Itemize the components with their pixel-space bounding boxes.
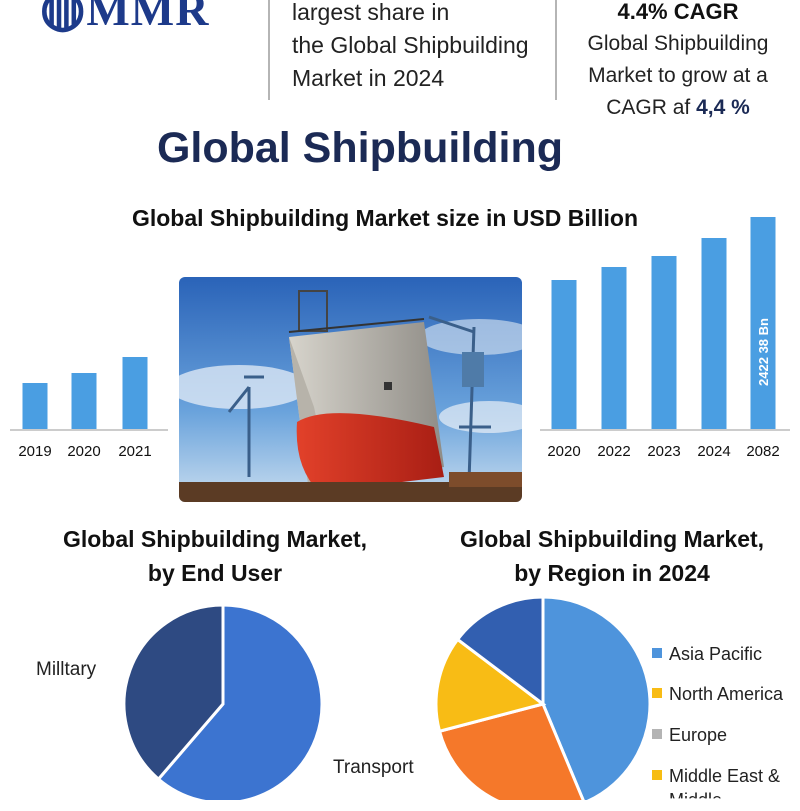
pie-label-military: Milltary: [36, 659, 97, 680]
bar-2021: [122, 357, 148, 429]
market-share-line-3: Market in 2024: [292, 65, 445, 91]
legend-label: Europe: [669, 725, 728, 745]
legend-item-asia-pacific: Asia Pacific: [652, 644, 762, 665]
cagr-heading: 4.4% CAGR: [617, 0, 739, 24]
legend-item-europe: Europe: [652, 725, 727, 746]
bar-2020: [71, 373, 97, 429]
legend-swatch: [652, 729, 662, 740]
bar-tick-label: 2019: [18, 443, 51, 460]
legend-item-middle-east: Middle East &: [652, 766, 780, 787]
cagr-line-3-value: 4,4 %: [696, 96, 750, 119]
end-user-pie-title-text: Global Shipbuilding Market, by End User: [62, 526, 368, 586]
legend-label: Middle East &: [669, 766, 781, 786]
ship-in-drydock-photo: [179, 277, 522, 502]
market-share-line-2: the Global Shipbuilding: [292, 32, 529, 58]
market-share-line-1: largest share in: [292, 0, 450, 25]
cagr-line-3: CAGR af 4,4 %: [560, 92, 796, 124]
header-divider-right: [555, 0, 557, 100]
cagr-line-1: Global Shipbuilding: [587, 32, 769, 55]
bar-2019: [22, 383, 48, 429]
legend-label: Middle...: [669, 790, 738, 810]
bar-tick-label: 2024: [697, 443, 730, 460]
cagr-line-2: Market to grow at a: [588, 64, 768, 87]
bar-tick-label: 2021: [118, 443, 151, 460]
pie-slice: [541, 595, 652, 800]
bar-2082: [750, 217, 776, 429]
legend-label: North America: [669, 684, 784, 704]
bar-tick-label: 2020: [547, 443, 580, 460]
page-title: Global Shipbuilding: [156, 124, 564, 172]
header-divider-left: [268, 0, 270, 100]
region-pie-title: Global Shipbuilding Market, by Region in …: [432, 522, 792, 590]
legend-label: Asia Pacific: [669, 644, 763, 664]
cagr-line-3-prefix: CAGR af: [606, 96, 697, 119]
pie-label-transport: Transport: [333, 757, 414, 778]
pie-charts: Milltary Transport: [36, 595, 652, 800]
bar-data-label: 2422 38 Bn: [756, 318, 771, 386]
pie-slice: [434, 637, 547, 734]
pie-slice: [455, 595, 545, 708]
legend-swatch: [652, 688, 662, 699]
bar-tick-label: 2020: [67, 443, 100, 460]
market-share-text: largest share in the Global Shipbuilding…: [292, 0, 552, 95]
pie-slice: [156, 603, 324, 800]
bar-2022: [601, 267, 627, 429]
bar-tick-label: 2082: [746, 443, 779, 460]
legend-item-north-america: North America: [652, 684, 783, 705]
bar-2023: [651, 256, 677, 429]
legend-item-middle-east-cont: Middle...: [669, 790, 738, 810]
legend-swatch: [652, 648, 662, 659]
region-pie-title-text: Global Shipbuilding Market, by Region in …: [459, 526, 765, 586]
legend-swatch: [652, 770, 662, 781]
bar-2020: [551, 280, 577, 429]
brand-logo: ◍MMR: [40, 0, 210, 37]
pie-slice: [122, 603, 225, 782]
bar-tick-label: 2023: [647, 443, 680, 460]
bar-tick-label: 2022: [597, 443, 630, 460]
bar-2024: [701, 238, 727, 429]
bar-chart-title: Global Shipbuilding Market size in USD B…: [131, 205, 639, 231]
end-user-pie-title: Global Shipbuilding Market, by End User: [35, 522, 395, 590]
cagr-callout: 4.4% CAGR Global Shipbuilding Market to …: [560, 0, 796, 124]
